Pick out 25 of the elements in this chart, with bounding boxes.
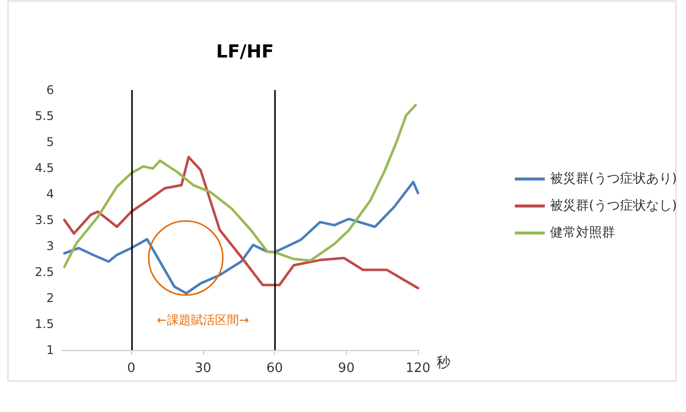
line-series — [63, 180, 420, 295]
x-axis-title: 秒 — [436, 355, 450, 371]
legend-label: 健常対照群 — [550, 224, 615, 240]
y-tick-label: 5 — [46, 135, 54, 149]
y-tick-label: 2.5 — [34, 265, 54, 279]
legend-label: 被災群(うつ症状あり) — [550, 172, 678, 186]
y-tick-label: 5.5 — [34, 109, 54, 123]
line-series — [63, 104, 417, 268]
y-tick-label: 1.5 — [34, 317, 54, 331]
y-tick-label: 4 — [46, 187, 54, 201]
annotation: ←課題賦活区間→ — [156, 313, 250, 327]
x-tick-label: 0 — [127, 361, 136, 376]
y-tick-label: 2 — [46, 291, 54, 305]
legend-label: 被災群(うつ症状なし) — [550, 198, 678, 214]
x-tick-label: 90 — [338, 361, 355, 376]
line-series — [63, 156, 420, 290]
y-tick-label: 6 — [46, 83, 54, 97]
y-tick-label: 3.5 — [34, 213, 54, 227]
y-tick-label: 3 — [46, 239, 54, 253]
x-tick-label: 60 — [266, 361, 283, 376]
x-tick-label: 120 — [406, 361, 430, 376]
chart-title: LF/HF — [216, 42, 274, 62]
y-tick-label: 1 — [46, 343, 54, 357]
x-tick-label: 30 — [194, 361, 212, 376]
y-tick-label: 4.5 — [34, 161, 54, 175]
